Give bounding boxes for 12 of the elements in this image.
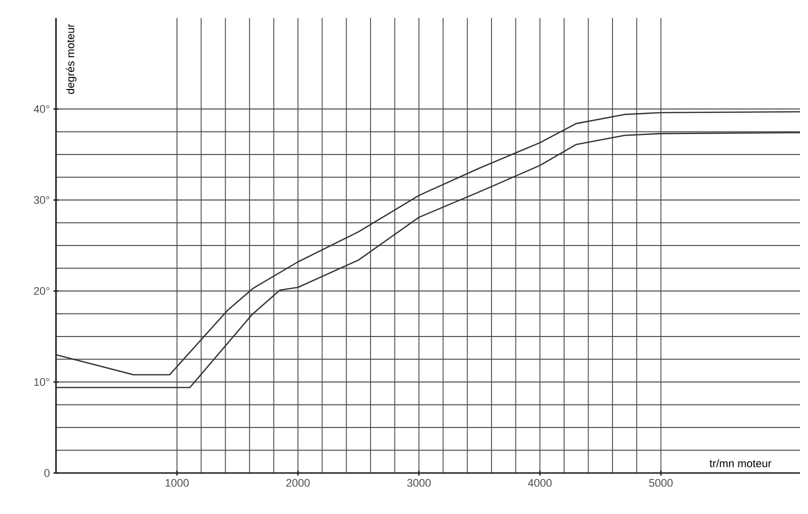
y-tick-label: 20° (34, 287, 50, 295)
y-tick-label: 30° (34, 196, 50, 204)
x-tick-label: 3000 (407, 479, 431, 487)
x-tick-label: 2000 (286, 479, 310, 487)
x-tick-label: 4000 (528, 479, 552, 487)
x-axis-title: tr/mn moteur (710, 459, 772, 468)
y-tick-label: 10° (34, 378, 50, 386)
x-tick-label: 5000 (649, 479, 673, 487)
x-tick-label: 1000 (166, 479, 189, 487)
y-tick-label: 0 (44, 469, 50, 477)
y-axis-title: degrés moteur (66, 24, 76, 94)
y-tick-label: 40° (34, 105, 50, 113)
